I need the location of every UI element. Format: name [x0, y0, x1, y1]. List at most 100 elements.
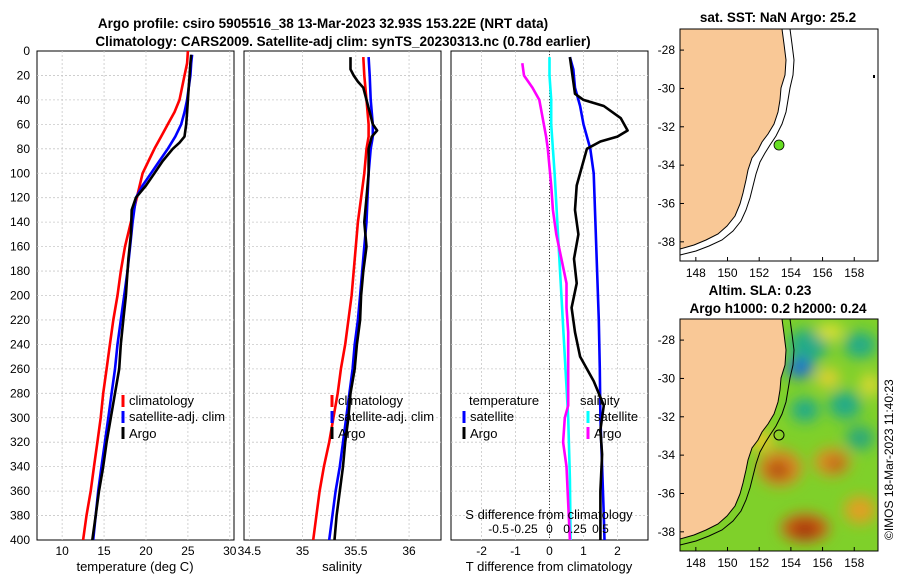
depth-tick-label: 360: [10, 484, 30, 498]
altimetry-map-coastline: [680, 319, 787, 540]
map-y-tick-label: -38: [658, 235, 676, 249]
legend-label-argo: Argo: [338, 426, 365, 441]
x-tick-label: -2: [476, 544, 487, 558]
map-y-tick-label: -36: [658, 486, 676, 500]
map-x-tick-label: 150: [718, 556, 738, 570]
legend-label-satellite-clim: satellite-adj. clim: [129, 409, 225, 424]
altimetry-field: [680, 319, 878, 551]
temperature-gridlines: [37, 51, 234, 540]
salinity-diff-tick-label: 0.5: [592, 522, 609, 536]
altimetry-map-frame: [679, 318, 879, 552]
temperature-xlabel: temperature (deg C): [76, 559, 193, 574]
salinity-tick-labels: 34.5 35 35.5 36: [238, 544, 416, 558]
x-tick-label: 34.5: [238, 544, 262, 558]
map-x-tick-label: 154: [781, 266, 801, 280]
legend-label-argo: Argo: [129, 426, 156, 441]
depth-tick-label: 100: [10, 166, 30, 180]
legend-label-s-satellite: satellite: [594, 409, 638, 424]
x-tick-label: 35: [296, 544, 310, 558]
x-tick-label: 36: [402, 544, 416, 558]
x-tick-label: 25: [181, 544, 195, 558]
sst-map-tick-labels: 148 150 152 154 156 158 -28 -30 -32 -34 -36 -38: [658, 43, 865, 280]
depth-tick-label: 160: [10, 240, 30, 254]
map-x-tick-label: 154: [781, 556, 801, 570]
depth-tick-label: 180: [10, 264, 30, 278]
depth-tick-label: 400: [10, 533, 30, 547]
depth-tick-label: 320: [10, 435, 30, 449]
salinity-diff-tick-label: -0.5: [488, 522, 509, 536]
depth-tick-label: 40: [17, 93, 31, 107]
difference-series-group: [521, 56, 629, 540]
difference-panel: -2 -1 0 1 2 -0.5 -0.25 0 0.25 0.5 T difference fr…: [450, 50, 649, 574]
altimetry-map-panel: Altim. SLA: 0.23 Argo h1000: 0.2 h2000: …: [658, 283, 879, 570]
temperature-tick-labels: 10 15 20 25 30020406080100120140160180200220…: [10, 44, 237, 558]
temperature-panel: 10 15 20 25 30020406080100120140160180200220…: [10, 44, 237, 574]
depth-tick-label: 380: [10, 509, 30, 523]
legend-title-salinity: salinity: [580, 393, 620, 408]
map-x-tick-label: 152: [749, 266, 769, 280]
series-line-s-satellite: [548, 57, 572, 540]
difference-xlabel-salinity: S difference from climatology: [465, 507, 633, 522]
series-line-t-argo: [568, 56, 629, 540]
sla-anomaly-blobs: [746, 324, 878, 542]
sst-map-land: [680, 29, 786, 249]
series-line-climatology: [81, 51, 190, 540]
map-y-tick-label: -28: [658, 333, 676, 347]
x-tick-label: 0: [546, 544, 553, 558]
sst-map-argo-position-marker: [773, 139, 785, 151]
legend-label-t-satellite: satellite: [470, 409, 514, 424]
legend-label-t-argo: Argo: [470, 426, 497, 441]
sst-map-coastline: [680, 29, 787, 250]
altimetry-map-land: [680, 319, 786, 539]
salinity-diff-tick-label: -0.25: [510, 522, 538, 536]
depth-tick-label: 200: [10, 289, 30, 303]
map-y-tick-label: -30: [658, 81, 676, 95]
salinity-legend: climatology satellite-adj. clim Argo: [330, 393, 434, 441]
depth-tick-label: 120: [10, 191, 30, 205]
x-tick-label: 15: [97, 544, 111, 558]
map-y-tick-label: -32: [658, 120, 676, 134]
depth-tick-label: 60: [17, 117, 31, 131]
salinity-xlabel: salinity: [322, 559, 362, 574]
depth-tick-label: 300: [10, 411, 30, 425]
map-y-tick-label: -28: [658, 43, 676, 57]
altimetry-map-argo-position-marker: [773, 429, 785, 441]
map-x-tick-label: 148: [686, 556, 706, 570]
map-x-tick-label: 158: [844, 556, 864, 570]
map-y-tick-label: -32: [658, 410, 676, 424]
depth-tick-label: 80: [17, 142, 31, 156]
depth-tick-label: 220: [10, 313, 30, 327]
depth-tick-label: 0: [23, 44, 30, 58]
salinity-diff-tick-label: 0: [546, 522, 553, 536]
figure-title-line2: Climatology: CARS2009. Satellite-adj cli…: [95, 34, 590, 49]
depth-tick-label: 340: [10, 460, 30, 474]
legend-label-satellite-clim: satellite-adj. clim: [338, 409, 434, 424]
map-x-tick-label: 158: [844, 266, 864, 280]
map-y-tick-label: -36: [658, 196, 676, 210]
legend-label-climatology: climatology: [338, 393, 404, 408]
map-y-tick-label: -38: [658, 525, 676, 539]
map-x-tick-label: 152: [749, 556, 769, 570]
map-x-tick-label: 148: [686, 266, 706, 280]
depth-tick-label: 20: [17, 68, 31, 82]
salinity-gridlines: [244, 51, 441, 540]
difference-tick-labels: -2 -1 0 1 2 -0.5 -0.25 0 0.25 0.5: [476, 522, 621, 558]
sst-map-speck: [873, 75, 875, 78]
map-y-tick-label: -34: [658, 448, 676, 462]
figure-title-line1: Argo profile: csiro 5905516_38 13-Mar-20…: [98, 16, 548, 31]
legend-label-s-argo: Argo: [594, 426, 621, 441]
series-line-argo: [91, 54, 193, 540]
legend-title-temperature: temperature: [469, 393, 539, 408]
series-line-climatology: [311, 57, 370, 540]
sst-map-frame: [679, 28, 879, 262]
x-tick-label: 1: [580, 544, 587, 558]
salinity-series-group: [311, 57, 379, 540]
temperature-legend: climatology satellite-adj. clim Argo: [121, 393, 225, 441]
altimetry-map-title-line2: Argo h1000: 0.2 h2000: 0.24: [689, 301, 867, 316]
map-y-tick-label: -30: [658, 371, 676, 385]
salinity-panel: 34.5 35 35.5 36 salinity climatology satell…: [238, 50, 442, 574]
map-x-tick-label: 156: [813, 556, 833, 570]
series-line-s-argo: [521, 63, 572, 540]
imos-credit: ©IMOS 18-Mar-2023 11:40:23: [882, 379, 896, 540]
